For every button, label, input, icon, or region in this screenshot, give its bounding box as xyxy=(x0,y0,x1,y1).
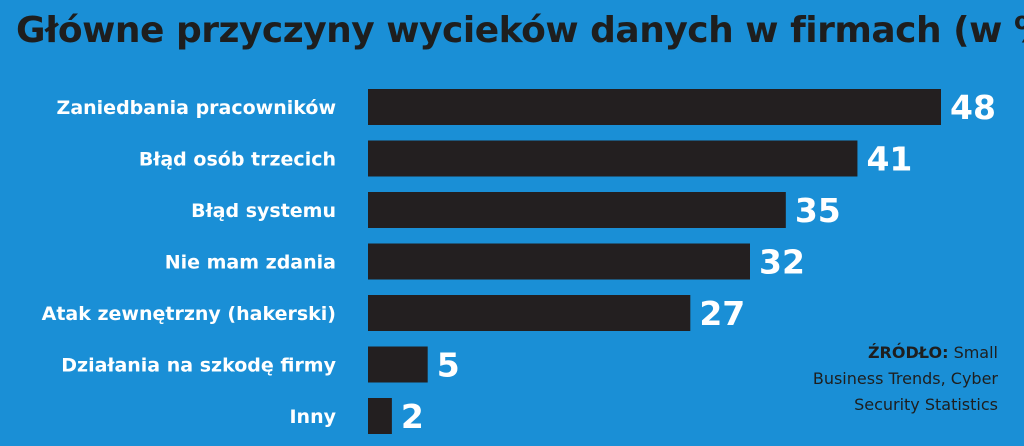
source-label: ŹRÓDŁO: xyxy=(867,343,949,362)
value-label: 41 xyxy=(866,140,912,179)
value-label: 32 xyxy=(759,243,805,282)
category-label: Inny xyxy=(289,406,336,428)
value-label: 27 xyxy=(699,294,745,333)
category-label: Atak zewnętrzny (hakerski) xyxy=(42,303,336,325)
value-label: 5 xyxy=(437,346,460,385)
category-label: Nie mam zdania xyxy=(165,252,336,274)
source-line-1: Small xyxy=(953,343,998,362)
bar xyxy=(368,346,428,383)
category-label: Błąd systemu xyxy=(191,200,336,222)
bar xyxy=(368,89,941,125)
bar xyxy=(368,192,786,228)
bar xyxy=(368,243,750,280)
bar xyxy=(368,295,691,331)
source-note: ŹRÓDŁO: Small Business Trends, Cyber Sec… xyxy=(813,340,998,418)
value-label: 2 xyxy=(401,397,424,436)
category-label: Błąd osób trzecich xyxy=(139,149,336,171)
source-line-3: Security Statistics xyxy=(854,395,998,414)
category-label: Działania na szkodę firmy xyxy=(61,355,336,377)
bar xyxy=(368,398,392,434)
value-label: 35 xyxy=(795,191,841,230)
source-line-2: Business Trends, Cyber xyxy=(812,369,998,388)
category-label: Zaniedbania pracowników xyxy=(57,97,336,119)
chart-title: Główne przyczyny wycieków danych w firma… xyxy=(16,10,1024,51)
value-label: 48 xyxy=(950,88,996,127)
bar xyxy=(368,140,858,177)
